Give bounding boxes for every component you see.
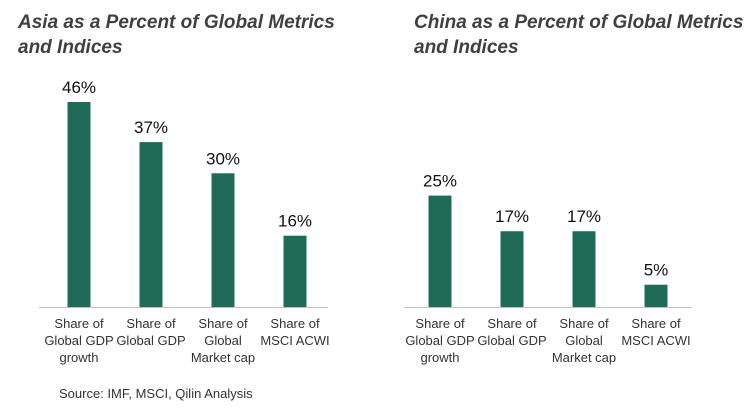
chart-title-asia: Asia as a Percent of Global Metrics and … [18,12,335,58]
source-note: Source: IMF, MSCI, Qilin Analysis [59,386,253,401]
asia-value-label-2: 37% [134,118,168,137]
asia-bar-1 [67,102,91,307]
china-bar-3 [572,231,596,307]
asia-bar-4 [283,235,307,307]
china-bar-1 [428,195,452,307]
asia-bar-2 [139,142,163,307]
asia-value-label-4: 16% [278,212,312,231]
china-value-label-3: 17% [567,207,601,226]
china-value-label-1: 25% [423,172,457,191]
china-category-label-4: Share of MSCI ACWI [621,316,690,348]
china-category-label-1: Share of Global GDP growth [405,316,474,365]
china-bar-4 [644,284,668,307]
asia-category-label-1: Share of Global GDP growth [44,316,113,365]
asia-bar-3 [211,173,235,307]
asia-category-label-3: Share of Global Market cap [191,316,255,365]
asia-category-label-2: Share of Global GDP [116,316,185,348]
asia-value-label-3: 30% [206,149,240,168]
china-category-label-2: Share of Global GDP [477,316,546,348]
china-value-label-2: 17% [495,207,529,226]
china-category-label-3: Share of Global Market cap [552,316,616,365]
asia-value-label-1: 46% [62,78,96,97]
china-value-label-4: 5% [644,261,669,280]
asia-category-label-4: Share of MSCI ACWI [260,316,329,348]
chart-title-china: China as a Percent of Global Metrics and… [414,12,744,58]
china-bar-2 [500,231,524,307]
